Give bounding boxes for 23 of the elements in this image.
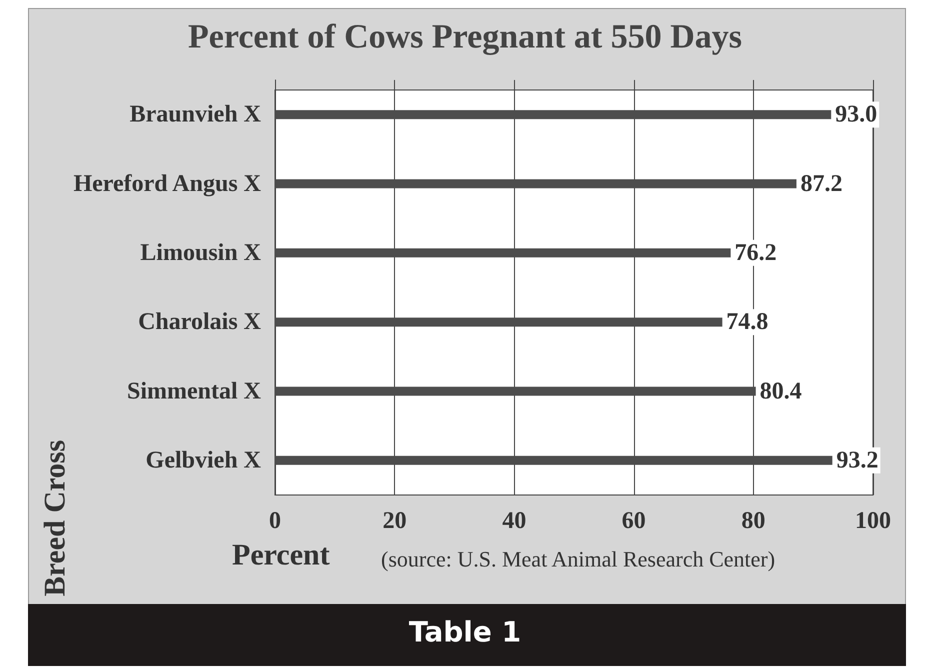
data-label: 87.2 <box>800 170 842 197</box>
data-label: 74.8 <box>726 309 768 336</box>
y-tick-label: Limousin X <box>140 240 262 266</box>
y-axis-title: Breed Cross <box>38 440 72 596</box>
x-axis-title: Percent <box>232 538 330 572</box>
caption: Table 1 <box>408 616 522 648</box>
y-tick-label: Charolais X <box>138 309 262 336</box>
chart-title: Percent of Cows Pregnant at 550 Days <box>188 18 742 56</box>
data-label: 80.4 <box>760 378 802 404</box>
x-tick-label: 40 <box>502 508 526 534</box>
data-label: 93.0 <box>835 102 878 128</box>
y-tick-label: Simmental X <box>127 378 262 404</box>
y-tick-label: Gelbvieh X <box>146 447 262 474</box>
y-tick-label: Hereford Angus X <box>73 170 262 197</box>
text: (source: U.S. Meat Animal Research Center) <box>381 546 776 572</box>
data-label: 76.2 <box>734 240 777 266</box>
x-tick-label: 60 <box>622 508 646 534</box>
x-tick-label: 100 <box>855 508 891 534</box>
y-tick-label: Braunvieh X <box>130 102 262 128</box>
x-tick-label: 0 <box>269 508 281 534</box>
data-label: 93.2 <box>836 447 878 474</box>
x-tick-label: 80 <box>741 508 766 534</box>
x-tick-label: 20 <box>382 508 407 534</box>
